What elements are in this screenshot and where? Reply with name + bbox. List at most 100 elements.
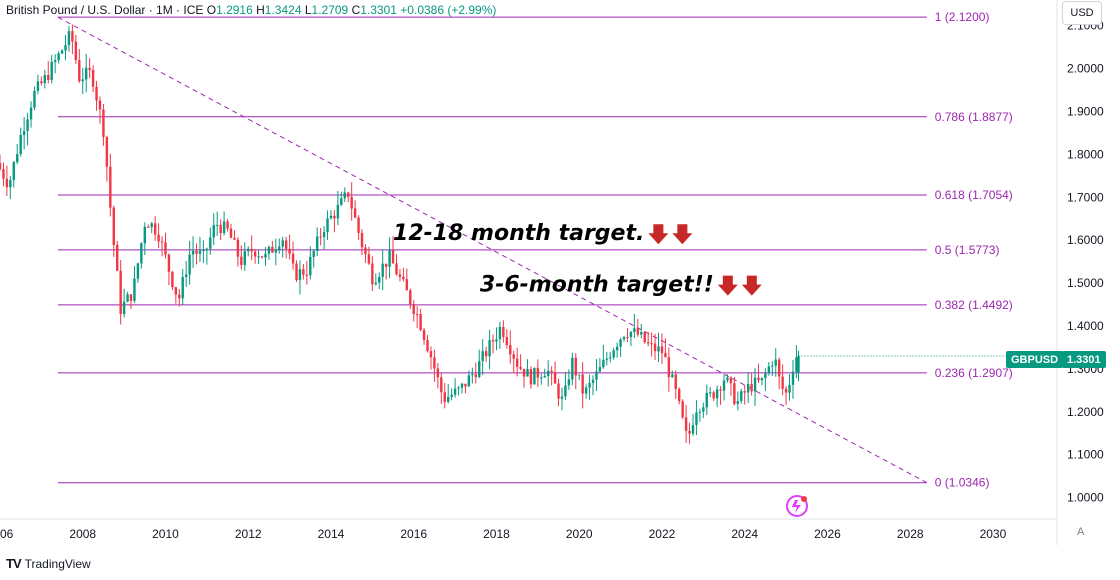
candle-body: [740, 391, 743, 402]
candle-body: [264, 253, 267, 258]
candle-body: [302, 269, 305, 275]
candle-body: [491, 340, 495, 342]
candle-body: [347, 192, 350, 197]
candle-body: [629, 332, 633, 338]
candle-body: [488, 340, 491, 357]
candle-body: [657, 346, 660, 352]
candle-body: [791, 371, 795, 385]
candle-body: [726, 377, 729, 381]
candle-body: [188, 254, 191, 275]
candle-body: [602, 359, 605, 368]
annotations[interactable]: 12-18 month target. 3-6-month target!!: [393, 221, 762, 298]
candle-body: [67, 31, 71, 46]
fib-level-label: 0.236 (1.2907): [935, 366, 1013, 380]
candle-body: [446, 396, 450, 402]
candle-body: [167, 254, 171, 272]
candle-body: [109, 166, 112, 208]
x-tick-label: 2010: [152, 527, 179, 541]
y-tick-label: 1.5000: [1067, 276, 1104, 290]
candle-body: [671, 374, 674, 378]
candle-body: [753, 377, 757, 392]
candle-body: [219, 224, 222, 234]
candle-body: [643, 331, 646, 342]
y-tick-label: 1.2000: [1067, 405, 1104, 419]
candle-body: [688, 430, 691, 434]
candle-body: [553, 372, 557, 384]
candle-body: [795, 357, 798, 372]
replay-icon[interactable]: [786, 495, 808, 517]
candle-body: [160, 241, 164, 243]
candle-body: [340, 198, 343, 205]
x-tick-label: 2014: [318, 527, 345, 541]
candle-body: [215, 224, 219, 226]
price-axis[interactable]: 1.00001.10001.20001.30001.40001.50001.60…: [1067, 19, 1104, 505]
candle-body: [546, 370, 550, 377]
candle-body: [750, 383, 753, 392]
change-value: +0.0386 (+2.99%): [400, 3, 497, 17]
candle-body: [271, 246, 274, 253]
candle-body: [122, 301, 126, 315]
candle-body: [253, 251, 257, 257]
symbol-tag: GBPUSD: [1006, 351, 1064, 368]
candle-body: [422, 330, 426, 340]
symbol-title: British Pound / U.S. Dollar · 1M · ICE: [6, 3, 204, 17]
candle-body: [40, 81, 43, 84]
candle-body: [171, 271, 174, 288]
candle-body: [43, 75, 47, 84]
candle-body: [222, 221, 226, 234]
candle-body: [205, 248, 209, 251]
candle-body: [60, 50, 64, 54]
auto-scale-button[interactable]: A: [1077, 526, 1085, 538]
candle-body: [16, 154, 19, 163]
candle-body: [529, 369, 533, 385]
candle-body: [719, 389, 722, 391]
candle-body: [119, 270, 122, 315]
time-axis[interactable]: 2006 2008 2010 2012 2014 2016 2018 2020 2022 2024…: [0, 527, 1007, 541]
fib-level-label: 0 (1.0346): [935, 476, 990, 490]
down-arrow-icon: [717, 275, 738, 296]
candle-body: [515, 358, 519, 367]
candle-body: [312, 251, 315, 257]
candle-body: [667, 357, 671, 378]
candle-body: [157, 234, 160, 242]
candle-body: [336, 204, 340, 219]
candle-body: [484, 351, 488, 357]
last-price-tag: 1.3301: [1062, 351, 1106, 368]
candle-body: [674, 374, 677, 389]
candle-body: [615, 346, 619, 351]
candle-body: [781, 376, 784, 389]
candle-body: [705, 392, 708, 408]
candle-body: [309, 256, 312, 276]
fibonacci-retracement[interactable]: 1 (2.1200) 0.786 (1.8877) 0.618 (1.7054) 0.…: [57, 10, 1013, 490]
x-tick-label: 2008: [69, 527, 96, 541]
trendline[interactable]: [57, 16, 927, 484]
candle-body: [112, 207, 115, 245]
currency-button[interactable]: USD: [1062, 1, 1102, 25]
candle-body: [233, 237, 236, 240]
candle-body: [305, 274, 309, 276]
candle-body: [626, 337, 629, 339]
candle-body: [550, 370, 553, 373]
candle-body: [198, 250, 202, 254]
candle-body: [47, 75, 50, 80]
y-tick-label: 1.4000: [1067, 319, 1104, 333]
candle-body: [640, 331, 643, 335]
candle-body: [29, 107, 33, 120]
candle-body: [450, 394, 453, 397]
candle-body: [136, 263, 140, 279]
candle-body: [522, 369, 526, 377]
candle-body: [402, 276, 405, 280]
candle-body: [212, 224, 215, 238]
candle-body: [84, 67, 88, 80]
candle-body: [116, 244, 119, 271]
candle-body: [250, 248, 253, 252]
candle-body: [322, 232, 326, 237]
candle-body: [495, 339, 498, 342]
candle-body: [574, 357, 577, 376]
candles: [0, 24, 1055, 444]
tradingview-brand[interactable]: TV TradingView: [6, 556, 91, 571]
candle-body: [526, 369, 529, 377]
candle-body: [619, 339, 622, 347]
candle-body: [464, 383, 467, 387]
